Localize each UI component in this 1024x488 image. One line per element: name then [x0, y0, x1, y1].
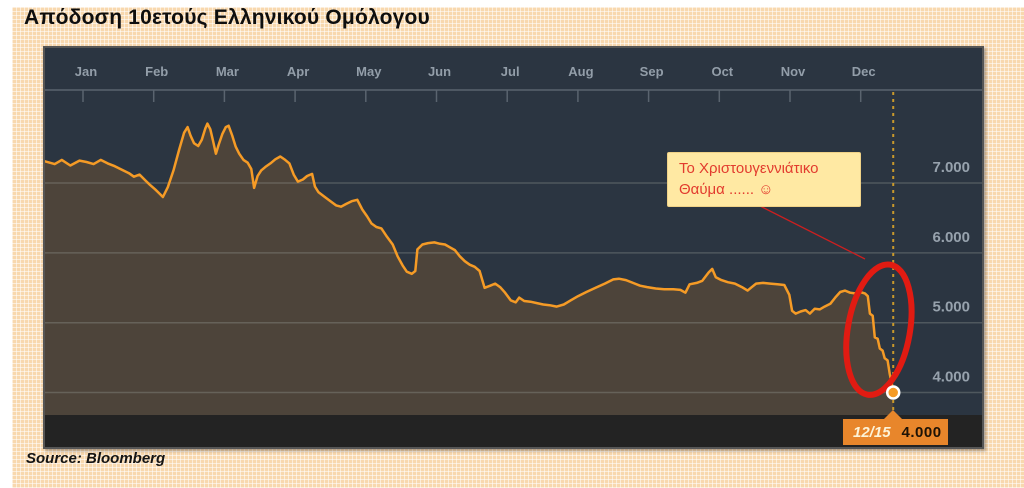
y-axis-label-4.000: 4.000: [932, 369, 970, 386]
x-axis-label-Feb: Feb: [145, 64, 168, 79]
tooltip-arrow-icon: [884, 410, 902, 419]
tooltip-value: 4.000: [901, 423, 942, 441]
bottom-band: [45, 415, 982, 447]
annotation-line-2: Θαύμα ...... ☺: [679, 181, 774, 198]
x-axis-label-Nov: Nov: [781, 64, 806, 79]
x-axis-label-Oct: Oct: [711, 64, 733, 79]
y-axis-label-5.000: 5.000: [932, 299, 970, 316]
y-axis-label-7.000: 7.000: [932, 159, 970, 176]
x-axis-label-Aug: Aug: [568, 64, 593, 79]
series-area-fill: [45, 123, 894, 415]
series-line: [45, 122, 895, 394]
x-axis-label-Dec: Dec: [852, 64, 876, 79]
chart-panel: 7.000 6.000 5.000 4.000 Jan Feb Mar Apr May Jun Ju…: [43, 46, 984, 449]
highlight-ellipse: [843, 261, 915, 398]
annotation-line-1: Το Χριστουγεννιάτικο: [679, 160, 819, 177]
page-title: Απόδοση 10ετούς Ελληνικού Ομόλογου: [24, 6, 430, 29]
x-axis-label-Jun: Jun: [428, 64, 451, 79]
x-axis-label-Sep: Sep: [640, 64, 664, 79]
source-caption: Source: Bloomberg: [26, 450, 166, 467]
x-axis-label-Jul: Jul: [501, 64, 520, 79]
x-axis-label-Mar: Mar: [216, 64, 239, 79]
last-point-marker: [885, 385, 901, 400]
x-axis-label-Jan: Jan: [75, 64, 97, 79]
y-axis-label-6.000: 6.000: [932, 229, 970, 246]
x-axis-label-Apr: Apr: [287, 64, 309, 79]
last-price-tooltip: 12/15 4.000: [843, 410, 948, 445]
annotation-leader-line: [757, 204, 866, 260]
x-axis-label-May: May: [356, 64, 382, 79]
annotation-callout: Το Χριστουγεννιάτικο Θαύμα ...... ☺: [667, 152, 861, 207]
tooltip-date: 12/15: [853, 423, 891, 441]
bond-yield-chart: 7.000 6.000 5.000 4.000 Jan Feb Mar Apr May Jun Ju…: [45, 64, 982, 447]
